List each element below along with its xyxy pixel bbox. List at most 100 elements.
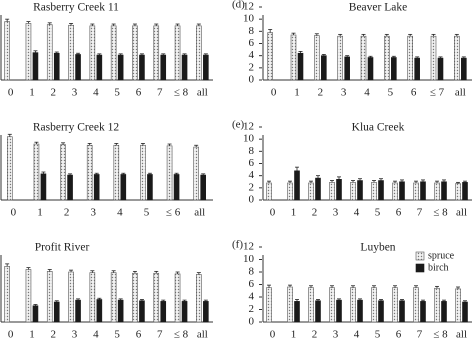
y-tick-label: 12 — [243, 121, 254, 133]
bar — [399, 300, 405, 323]
bar — [384, 35, 390, 81]
x-tick-label: 1 — [291, 329, 297, 341]
x-tick-label: all — [456, 329, 467, 341]
bar — [315, 300, 321, 323]
bar — [267, 32, 273, 81]
x-tick-label: 5 — [114, 329, 120, 341]
y-tick-label: 0 — [249, 74, 255, 86]
bar — [461, 57, 467, 81]
bar — [67, 174, 73, 201]
bar — [344, 56, 350, 81]
bar — [40, 173, 47, 201]
x-tick-label: 1 — [37, 207, 43, 219]
y-tick-label: 12 — [243, 241, 254, 253]
bar — [46, 271, 53, 323]
x-tick-label: 6 — [136, 87, 142, 99]
panel-label: (f) — [232, 239, 243, 251]
x-tick-label: all — [455, 87, 466, 99]
x-tick-label: 2 — [318, 87, 324, 99]
x-tick-label: 4 — [354, 329, 360, 341]
bar — [420, 301, 426, 323]
bar — [294, 301, 300, 323]
x-tick-label: 1 — [29, 329, 35, 341]
y-tick-label: 6 — [249, 157, 255, 169]
y-tick-label: 8 — [249, 25, 255, 37]
y-tick-label: 6 — [249, 278, 255, 290]
bar — [140, 144, 146, 201]
bar — [314, 35, 320, 81]
x-tick-label: 2 — [64, 207, 70, 219]
bar — [181, 301, 188, 323]
bar — [117, 54, 124, 81]
bar — [110, 272, 117, 323]
bar — [7, 136, 13, 201]
bar — [321, 55, 327, 81]
bar — [33, 143, 40, 201]
bar — [53, 301, 60, 323]
bar — [367, 57, 374, 81]
bar — [315, 177, 321, 201]
chart-title: Beaver Lake — [349, 2, 407, 14]
bar — [193, 146, 199, 201]
chart-title: Klua Creek — [352, 122, 405, 134]
bar — [147, 174, 153, 201]
bar — [430, 35, 437, 81]
x-tick-label: 6 — [136, 329, 142, 341]
x-tick-label: ≤ 6 — [166, 207, 181, 219]
bar — [337, 35, 343, 81]
bar — [414, 57, 420, 81]
bar — [174, 25, 181, 81]
chart-title: Profit River — [35, 242, 90, 254]
x-tick-label: 1 — [291, 207, 297, 219]
bar — [336, 299, 342, 323]
x-tick-label: 2 — [51, 87, 57, 99]
x-tick-label: ≤ 8 — [174, 329, 189, 341]
bar — [166, 145, 173, 201]
bar — [462, 301, 468, 323]
bar — [371, 182, 377, 201]
bar — [25, 23, 32, 81]
x-tick-label: 7 — [417, 207, 423, 219]
x-tick-label: 0 — [11, 207, 17, 219]
bar — [96, 54, 103, 81]
legend-swatch — [415, 251, 425, 261]
x-tick-label: 1 — [29, 87, 35, 99]
bar — [350, 287, 356, 323]
bar — [441, 181, 447, 201]
bar — [203, 301, 209, 323]
bar — [132, 272, 138, 323]
bar — [160, 54, 167, 81]
y-tick-label: 8 — [249, 145, 255, 157]
x-tick-label: all — [194, 207, 205, 219]
bar — [294, 170, 300, 201]
x-tick-label: 0 — [270, 329, 276, 341]
y-tick-label: 2 — [249, 61, 255, 73]
bar — [357, 299, 363, 323]
bar — [174, 273, 181, 323]
bar — [266, 182, 272, 201]
y-tick-label: 2 — [249, 181, 255, 193]
bar — [153, 272, 160, 323]
bar — [407, 35, 413, 81]
bar — [437, 57, 444, 81]
bar — [308, 182, 314, 201]
bar — [25, 269, 32, 323]
bar — [297, 52, 304, 81]
bar — [350, 182, 356, 201]
bar — [329, 182, 335, 201]
bar — [89, 272, 96, 323]
x-tick-label: 0 — [8, 329, 14, 341]
x-tick-label: ≤ 8 — [433, 207, 448, 219]
x-tick-label: all — [197, 87, 208, 99]
bar — [441, 301, 447, 323]
chart-title: Rasberry Creek 12 — [33, 122, 119, 134]
bar — [153, 25, 160, 81]
bar — [46, 24, 53, 81]
x-tick-label: 4 — [117, 207, 123, 219]
bar — [68, 271, 74, 323]
bar — [200, 174, 206, 201]
x-tick-label: 5 — [144, 207, 150, 219]
x-tick-label: ≤ 7 — [430, 87, 445, 99]
bar — [413, 182, 419, 201]
